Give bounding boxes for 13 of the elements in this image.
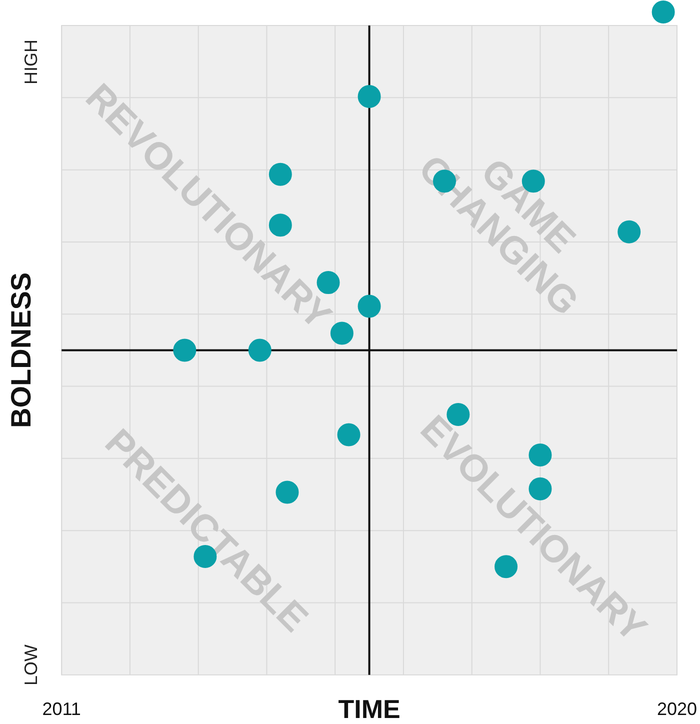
point [652,0,675,24]
point [358,85,381,108]
text: LOW [20,644,41,686]
x-tick-label: 2011 [42,699,81,720]
point [618,220,641,244]
text: HIGH [20,40,41,84]
point [173,338,196,362]
y-axis-title: BOLDNESS [6,272,37,428]
x-tick-label: 2020 [656,699,697,720]
point [337,423,360,446]
point [358,294,381,318]
x-axis-title: TIME [338,694,400,724]
point [248,338,272,362]
